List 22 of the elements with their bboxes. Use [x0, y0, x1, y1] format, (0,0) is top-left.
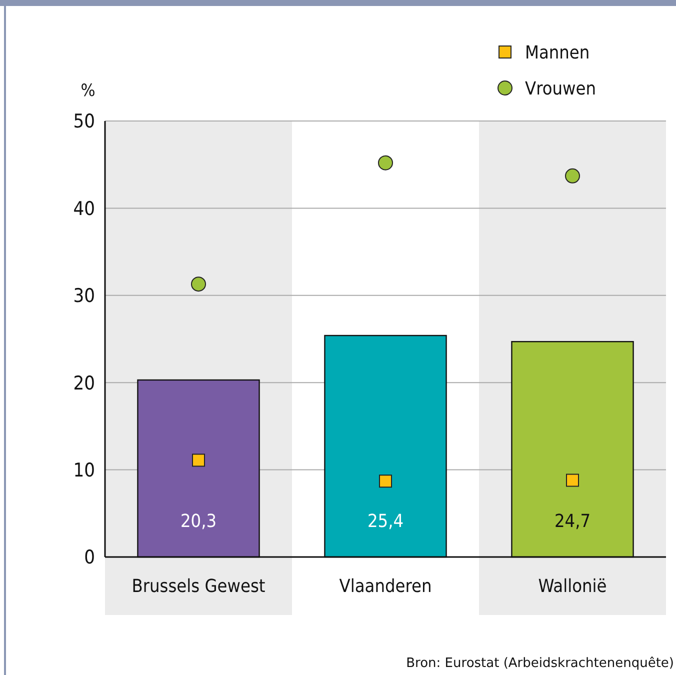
y-tick-label: 0 [84, 546, 95, 569]
point [379, 474, 392, 488]
x-tick-label: Wallonië [538, 576, 607, 597]
x-tick-label: Brussels Gewest [132, 576, 266, 597]
text: Bron: Eurostat (Arbeidskrachtenenquête) [406, 656, 674, 671]
y-tick-label: 30 [73, 285, 95, 308]
data-label: 24,7 [554, 511, 591, 532]
y-tick-label: 10 [73, 459, 95, 482]
legend-label: Mannen [525, 42, 590, 64]
point [191, 276, 206, 292]
point [192, 454, 205, 467]
point [565, 168, 580, 184]
legend-label: Vrouwen [525, 78, 596, 100]
point [566, 474, 579, 487]
point [378, 155, 393, 170]
y-tick-label: 50 [73, 110, 95, 133]
x-tick-label: Vlaanderen [339, 576, 432, 597]
y-tick-label: 20 [73, 372, 95, 394]
y-axis-title: % [80, 81, 96, 101]
data-label: 25,4 [367, 511, 404, 532]
data-label: 20,3 [180, 511, 217, 532]
y-tick-label: 40 [73, 198, 95, 220]
